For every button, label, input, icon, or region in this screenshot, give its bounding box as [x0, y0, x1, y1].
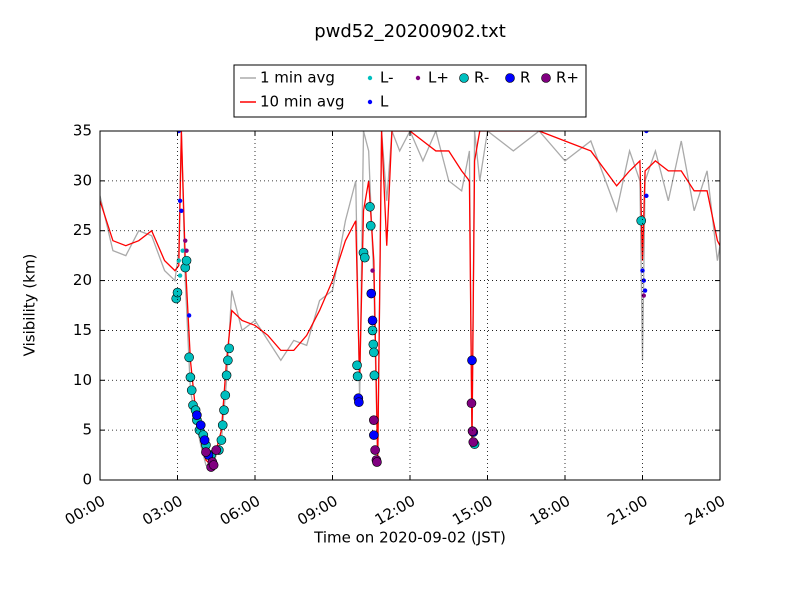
data-point	[369, 415, 379, 425]
data-point	[372, 457, 382, 467]
data-point	[644, 193, 649, 199]
legend-label: R-	[474, 69, 489, 87]
series-line	[100, 131, 720, 467]
data-point	[354, 397, 364, 408]
legend	[233, 64, 587, 118]
data-point	[370, 445, 380, 455]
x-tick-label: 21:00	[604, 492, 650, 529]
data-point	[352, 371, 363, 382]
data-point	[184, 352, 194, 363]
data-point	[640, 268, 645, 273]
data-point	[370, 268, 375, 273]
x-tick-label: 15:00	[449, 492, 495, 529]
data-point	[644, 131, 649, 134]
y-axis-label: Visibility (km)	[21, 254, 39, 357]
data-point	[186, 313, 192, 318]
data-point	[641, 293, 646, 298]
data-point	[466, 398, 477, 409]
legend-label: R	[520, 69, 530, 87]
legend-label: 10 min avg	[260, 93, 345, 111]
data-point	[221, 370, 232, 381]
legend-swatch	[415, 75, 421, 81]
legend-swatch	[505, 73, 515, 83]
data-point	[177, 198, 183, 203]
data-point	[177, 273, 183, 278]
data-point	[359, 252, 370, 263]
y-tick-label: 25	[73, 221, 92, 239]
data-point	[368, 339, 379, 350]
data-point	[179, 208, 184, 213]
data-point	[216, 435, 227, 445]
legend-label: L	[380, 93, 389, 111]
data-point	[369, 370, 380, 381]
x-tick-label: 00:00	[62, 492, 108, 529]
y-tick-label: 35	[73, 122, 92, 140]
legend-label: L-	[380, 69, 394, 87]
data-point	[181, 255, 192, 266]
legend-swatch	[541, 73, 551, 83]
data-point	[180, 248, 185, 253]
data-point	[636, 215, 647, 226]
data-point	[192, 410, 202, 420]
data-point	[365, 220, 376, 231]
x-tick-label: 06:00	[217, 492, 263, 529]
data-point	[224, 343, 234, 354]
legend-label: L+	[428, 69, 449, 87]
data-point	[219, 405, 229, 416]
data-point	[366, 288, 377, 299]
y-tick-label: 5	[82, 421, 92, 439]
data-point	[352, 360, 362, 371]
data-point	[195, 420, 206, 430]
y-tick-label: 20	[73, 271, 92, 289]
y-tick-label: 10	[73, 371, 92, 389]
data-point	[223, 355, 233, 366]
x-tick-label: 24:00	[682, 492, 728, 529]
x-tick-label: 03:00	[139, 492, 185, 529]
data-point	[467, 355, 477, 366]
y-tick-label: 15	[73, 321, 92, 339]
data-point	[367, 315, 378, 326]
data-point	[369, 430, 379, 440]
data-point	[199, 435, 210, 445]
data-point	[211, 445, 222, 455]
x-axis-label: Time on 2020-09-02 (JST)	[313, 529, 506, 547]
data-point	[467, 426, 478, 436]
x-tick-label: 12:00	[372, 492, 418, 529]
data-point	[186, 385, 197, 396]
legend-swatch	[367, 99, 373, 105]
data-point	[369, 347, 379, 358]
legend-label: 1 min avg	[260, 69, 335, 87]
legend-swatch	[459, 73, 469, 83]
x-tick-label: 09:00	[294, 492, 340, 529]
data-point	[201, 447, 211, 457]
data-point	[217, 420, 228, 430]
chart-title: pwd52_20200902.txt	[314, 21, 506, 42]
data-point	[183, 238, 188, 243]
legend-swatch	[367, 75, 373, 81]
data-point	[220, 390, 231, 401]
y-tick-label: 30	[73, 171, 92, 189]
data-point	[184, 248, 189, 253]
data-point	[208, 460, 219, 470]
y-tick-label: 0	[82, 471, 92, 489]
data-point	[642, 288, 648, 293]
data-point	[365, 201, 375, 212]
x-tick-label: 18:00	[527, 492, 573, 529]
data-point	[185, 372, 196, 383]
data-point	[468, 437, 479, 447]
data-point	[172, 287, 183, 298]
plot-area	[100, 131, 720, 472]
legend-label: R+	[556, 69, 579, 87]
